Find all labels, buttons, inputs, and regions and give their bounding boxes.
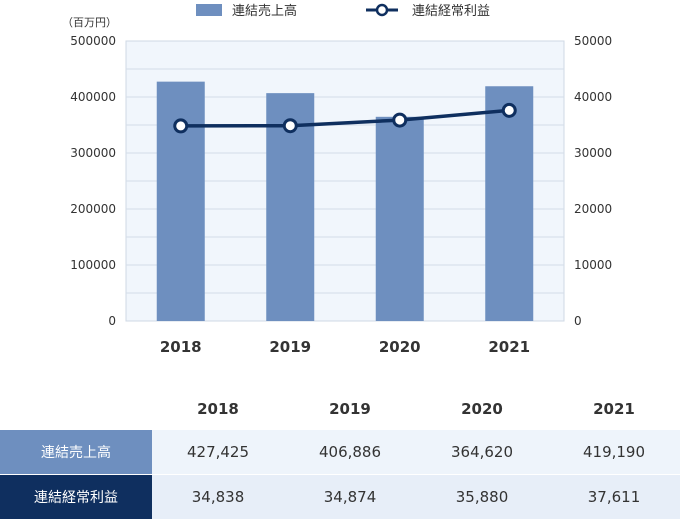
legend-swatch-sales xyxy=(196,4,222,16)
legend-swatch-profit-marker xyxy=(377,5,387,15)
table-year-2019: 2019 xyxy=(284,389,416,430)
bar-2020 xyxy=(376,117,424,321)
table-corner xyxy=(0,389,152,430)
category-label-2021: 2021 xyxy=(488,338,530,356)
legend-label-profit: 連結経常利益 xyxy=(412,4,490,19)
combo-chart: 連結売上高 連結経常利益 （百万円） 500000400000300000200… xyxy=(0,0,680,360)
profit-point-2021 xyxy=(503,104,515,116)
table-cell: 34,874 xyxy=(284,475,416,519)
category-label-2019: 2019 xyxy=(269,338,311,356)
left-tick-label: 0 xyxy=(108,314,116,328)
left-tick-label: 100000 xyxy=(70,258,116,272)
bar-2021 xyxy=(485,86,533,321)
legend-label-sales: 連結売上高 xyxy=(232,3,297,19)
right-tick-label: 50000 xyxy=(574,34,612,48)
x-axis-categories: 2018 2019 2020 2021 xyxy=(160,338,530,356)
profit-point-2018 xyxy=(175,120,187,132)
table-row-label-profit: 連結経常利益 xyxy=(0,475,152,519)
table-cell: 427,425 xyxy=(152,430,284,475)
profit-point-2020 xyxy=(394,114,406,126)
right-tick-label: 30000 xyxy=(574,146,612,160)
data-table: 2018 2019 2020 2021 連結売上高 427,425 406,88… xyxy=(0,389,680,519)
table-year-2018: 2018 xyxy=(152,389,284,430)
table-cell: 37,611 xyxy=(548,475,680,519)
table-row-profit: 連結経常利益 34,838 34,874 35,880 37,611 xyxy=(0,475,680,519)
table-year-2020: 2020 xyxy=(416,389,548,430)
table-cell: 35,880 xyxy=(416,475,548,519)
category-label-2018: 2018 xyxy=(160,338,202,356)
legend: 連結売上高 連結経常利益 xyxy=(196,3,490,19)
table-cell: 364,620 xyxy=(416,430,548,475)
table-cell: 34,838 xyxy=(152,475,284,519)
left-tick-label: 400000 xyxy=(70,90,116,104)
table-row-label-sales: 連結売上高 xyxy=(0,430,152,475)
table-cell: 419,190 xyxy=(548,430,680,475)
table-cell: 406,886 xyxy=(284,430,416,475)
right-tick-label: 10000 xyxy=(574,258,612,272)
y-axis-unit-label: （百万円） xyxy=(62,16,117,29)
right-axis-ticks: 50000 40000 30000 20000 10000 0 xyxy=(574,34,612,328)
right-tick-label: 40000 xyxy=(574,90,612,104)
table-header-row: 2018 2019 2020 2021 xyxy=(0,389,680,430)
bar-2018 xyxy=(157,82,205,321)
right-tick-label: 0 xyxy=(574,314,582,328)
profit-point-2019 xyxy=(284,120,296,132)
table-year-2021: 2021 xyxy=(548,389,680,430)
table-row-sales: 連結売上高 427,425 406,886 364,620 419,190 xyxy=(0,430,680,475)
left-tick-label: 300000 xyxy=(70,146,116,160)
left-tick-label: 200000 xyxy=(70,202,116,216)
category-label-2020: 2020 xyxy=(379,338,421,356)
left-axis-ticks: 500000 400000 300000 200000 100000 0 xyxy=(70,34,116,328)
left-tick-label: 500000 xyxy=(70,34,116,48)
right-tick-label: 20000 xyxy=(574,202,612,216)
